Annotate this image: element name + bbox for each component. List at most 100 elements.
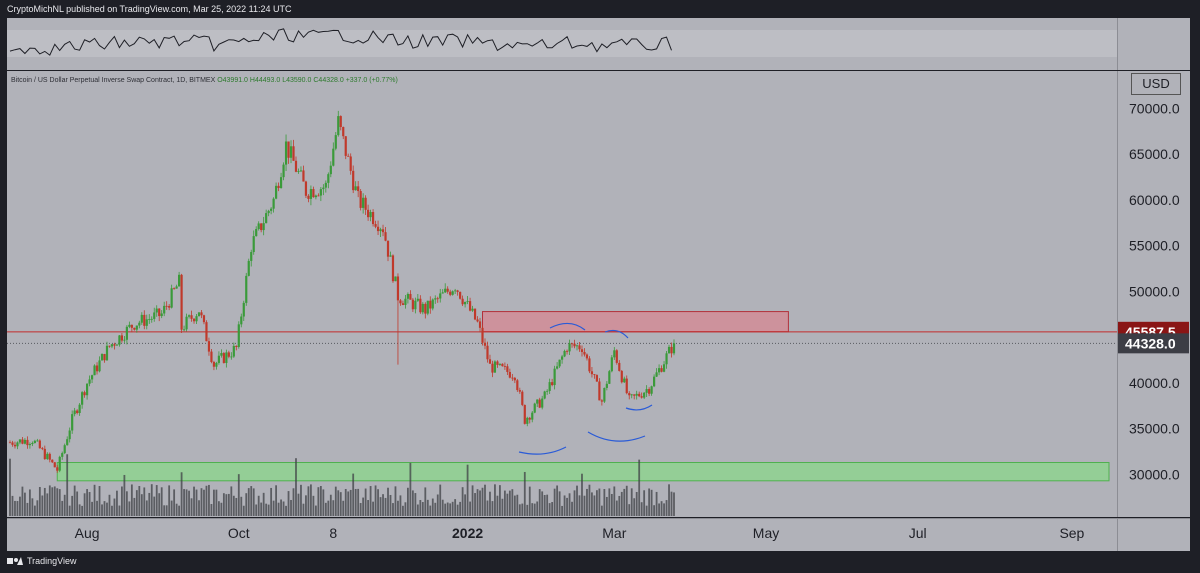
volume-bar bbox=[494, 484, 496, 516]
volume-bar bbox=[292, 488, 295, 516]
volume-bar bbox=[38, 486, 41, 516]
candle-body bbox=[113, 344, 116, 346]
candle-body bbox=[518, 390, 521, 392]
candle-body bbox=[294, 160, 298, 172]
volume-bar bbox=[421, 502, 424, 516]
volume-bar bbox=[277, 502, 280, 516]
candle-body bbox=[46, 453, 49, 460]
candle-body bbox=[598, 381, 601, 401]
volume-bar bbox=[613, 486, 616, 516]
volume-bar bbox=[608, 488, 611, 516]
volume-bar bbox=[262, 492, 265, 516]
candle-body bbox=[456, 290, 459, 292]
volume-bar bbox=[451, 501, 454, 516]
volume-bar bbox=[108, 494, 111, 516]
volume-bar bbox=[638, 459, 641, 516]
volume-bar bbox=[305, 495, 307, 516]
price-axis[interactable] bbox=[1117, 71, 1190, 517]
rsi-band bbox=[7, 30, 1117, 57]
candle-body bbox=[210, 351, 213, 362]
candle-body bbox=[379, 229, 382, 232]
volume-bar bbox=[573, 490, 576, 516]
candle-body bbox=[195, 316, 198, 322]
volume-bar bbox=[178, 505, 181, 516]
volume-bar bbox=[362, 497, 365, 516]
volume-bar bbox=[476, 489, 479, 516]
volume-bar bbox=[31, 498, 34, 516]
volume-bar bbox=[145, 500, 148, 516]
candle-body bbox=[391, 255, 395, 282]
volume-bar bbox=[566, 497, 568, 516]
last-price-tag bbox=[1118, 333, 1189, 354]
volume-bar bbox=[342, 500, 345, 516]
footer: TradingView bbox=[7, 556, 77, 566]
volume-bar bbox=[553, 488, 556, 516]
candle-body bbox=[76, 410, 79, 414]
candle-body bbox=[135, 325, 138, 330]
candle-body bbox=[148, 319, 151, 320]
candle-body bbox=[51, 459, 54, 463]
volume-bar bbox=[322, 489, 325, 516]
volume-bar bbox=[138, 486, 141, 516]
volume-bar bbox=[240, 496, 243, 516]
volume-bar bbox=[101, 504, 103, 516]
candle-body bbox=[414, 300, 417, 310]
candle-body bbox=[61, 453, 64, 457]
volume-bar bbox=[546, 494, 549, 516]
volume-bar bbox=[454, 499, 457, 516]
candle-body bbox=[548, 382, 551, 391]
candle-body bbox=[498, 363, 502, 365]
candle-body bbox=[309, 189, 313, 199]
volume-bar bbox=[26, 502, 29, 516]
volume-bar bbox=[300, 484, 302, 516]
time-axis[interactable] bbox=[7, 518, 1117, 551]
volume-bar bbox=[571, 501, 573, 516]
volume-bar bbox=[615, 500, 618, 516]
volume-bar bbox=[88, 492, 91, 516]
volume-bar bbox=[441, 499, 444, 516]
volume-bar bbox=[66, 454, 69, 516]
volume-bar bbox=[630, 488, 633, 516]
candle-body bbox=[197, 312, 201, 317]
volume-bar bbox=[496, 495, 499, 516]
volume-bar bbox=[173, 489, 176, 516]
volume-bar bbox=[439, 484, 442, 516]
candle-body bbox=[33, 440, 36, 444]
volume-bar bbox=[83, 493, 86, 516]
volume-bar bbox=[339, 492, 342, 516]
volume-bar bbox=[411, 490, 414, 516]
candle-body bbox=[123, 339, 126, 341]
high-value: H44493.0 bbox=[249, 77, 281, 84]
volume-bar bbox=[183, 489, 185, 516]
candle-body bbox=[389, 255, 392, 257]
candle-body bbox=[344, 136, 347, 156]
last-price-label: 44328.0 bbox=[1125, 335, 1176, 351]
price-panel[interactable] bbox=[7, 71, 1117, 517]
volume-bar bbox=[78, 504, 81, 516]
volume-bar bbox=[588, 484, 591, 516]
volume-bar bbox=[63, 494, 66, 516]
candle-body bbox=[95, 365, 99, 372]
volume-bar bbox=[213, 489, 215, 516]
volume-bar bbox=[113, 498, 116, 516]
candle-body bbox=[262, 223, 265, 231]
candle-body bbox=[182, 329, 186, 331]
volume-bar bbox=[456, 504, 459, 516]
currency-button[interactable]: USD bbox=[1131, 73, 1181, 95]
candle-body bbox=[501, 363, 504, 367]
volume-bar bbox=[419, 500, 422, 516]
volume-bar bbox=[347, 491, 350, 516]
candle-body bbox=[21, 439, 24, 444]
candle-body bbox=[662, 364, 666, 372]
candle-body bbox=[660, 368, 663, 372]
candle-body bbox=[578, 345, 581, 350]
candle-body bbox=[143, 314, 146, 326]
candle-body bbox=[511, 377, 514, 379]
volume-bar bbox=[625, 485, 628, 516]
volume-bar bbox=[459, 501, 462, 516]
volume-bar bbox=[461, 487, 464, 516]
volume-bar bbox=[19, 496, 21, 516]
volume-bar bbox=[282, 501, 285, 516]
candle-body bbox=[217, 355, 220, 363]
candle-body bbox=[287, 141, 290, 158]
